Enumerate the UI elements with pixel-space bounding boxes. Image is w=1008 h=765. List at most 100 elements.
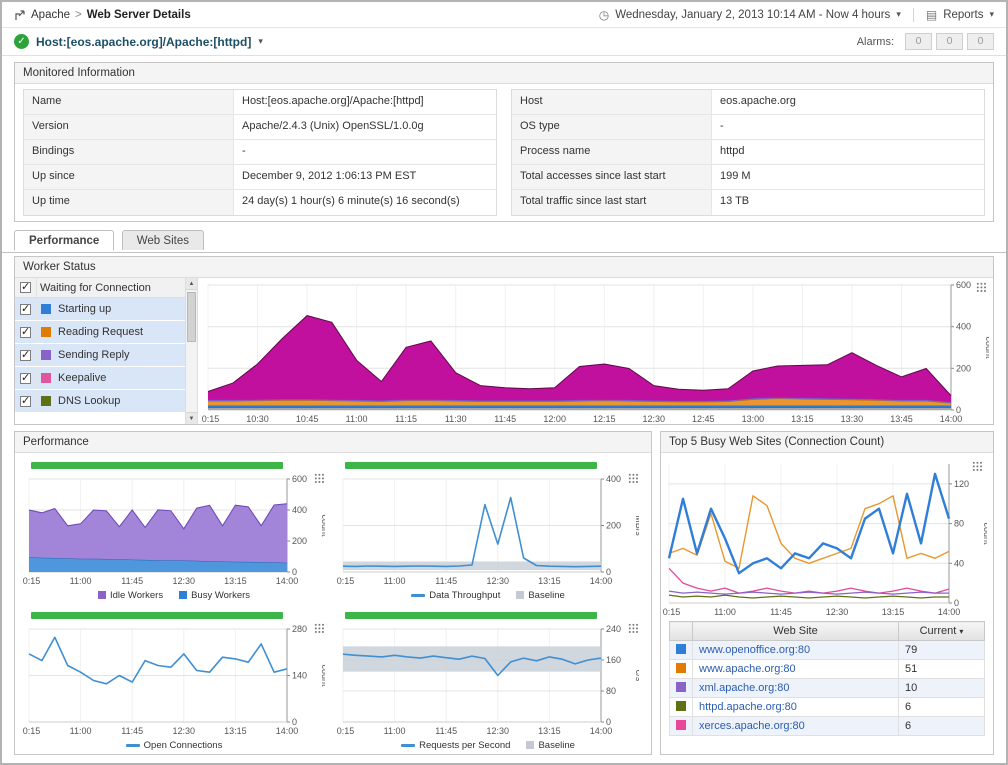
info-value: -	[234, 140, 496, 164]
scroll-up-button[interactable]: ▲	[186, 278, 197, 290]
legend-marker	[125, 743, 140, 747]
info-row: Host eos.apache.org	[512, 90, 984, 115]
worker-series-row[interactable]: DNS Lookup	[15, 390, 185, 413]
legend-marker	[411, 593, 426, 597]
chart-options-icon[interactable]	[972, 461, 983, 472]
time-range-caret-icon[interactable]: ▾	[896, 9, 901, 19]
svg-text:0: 0	[956, 405, 961, 415]
alarm-count-fatal[interactable]: 0	[967, 33, 994, 50]
svg-text:10:30: 10:30	[246, 414, 269, 424]
series-checkbox[interactable]	[20, 302, 31, 315]
site-row: xml.apache.org:80 10	[669, 678, 985, 698]
throughput-chart-legend: Data Throughput Baseline	[337, 587, 639, 603]
svg-text:12:15: 12:15	[593, 414, 616, 424]
alarm-count-warning[interactable]: 0	[905, 33, 932, 50]
topbar-right: ◷ Wednesday, January 2, 2013 10:14 AM - …	[599, 7, 994, 22]
alarms-summary: Alarms: 0 0 0	[857, 33, 994, 50]
chart-options-icon[interactable]	[314, 623, 325, 634]
svg-text:10:15: 10:15	[23, 726, 40, 736]
worker-series-row[interactable]: Keepalive	[15, 367, 185, 390]
reports-button[interactable]: Reports	[943, 8, 984, 21]
panel-title: Performance	[15, 432, 651, 453]
chart-options-icon[interactable]	[628, 473, 639, 484]
svg-text:14:00: 14:00	[940, 414, 963, 424]
svg-text:600: 600	[292, 474, 307, 484]
svg-text:240: 240	[606, 624, 621, 634]
breadcrumb: Apache > Web Server Details	[14, 9, 191, 21]
series-checkbox[interactable]	[20, 325, 31, 338]
breadcrumb-parent[interactable]: Apache	[31, 8, 71, 21]
svg-text:11:00: 11:00	[70, 726, 92, 736]
panel-title: Monitored Information	[15, 63, 993, 84]
col-web-site[interactable]: Web Site	[692, 621, 899, 641]
site-link[interactable]: xerces.apache.org:80	[699, 720, 805, 732]
svg-text:14:00: 14:00	[590, 726, 613, 736]
legend-item: Baseline	[516, 590, 565, 601]
series-color-swatch	[41, 373, 51, 383]
col-swatch	[669, 621, 693, 641]
series-checkbox[interactable]	[20, 280, 31, 293]
info-label: Total traffic since last start	[512, 190, 712, 215]
chart-options-icon[interactable]	[314, 473, 325, 484]
host-selector[interactable]: ✓ Host:[eos.apache.org]/Apache:[httpd] ▾	[14, 34, 263, 49]
legend-item: Idle Workers	[97, 590, 163, 601]
info-label: Process name	[512, 140, 712, 164]
alarms-label: Alarms:	[856, 35, 894, 48]
info-value: December 9, 2012 1:06:13 PM EST	[234, 165, 496, 189]
chart-options-icon[interactable]	[976, 282, 987, 293]
site-color-swatch	[676, 643, 686, 654]
svg-text:11:45: 11:45	[770, 607, 792, 617]
svg-text:200: 200	[956, 363, 971, 373]
series-checkbox[interactable]	[20, 371, 31, 384]
svg-text:400: 400	[956, 322, 971, 332]
list-scrollbar[interactable]: ▲ ▼	[185, 278, 197, 424]
col-current[interactable]: Current ▾	[898, 621, 985, 641]
info-row: Bindings -	[24, 140, 496, 165]
svg-text:400: 400	[292, 505, 307, 515]
sort-desc-icon: ▾	[959, 627, 964, 636]
series-checkbox[interactable]	[20, 394, 31, 407]
chart-options-icon[interactable]	[628, 623, 639, 634]
availability-bar	[31, 462, 283, 469]
legend-item: Open Connections	[125, 740, 222, 751]
svg-text:10:45: 10:45	[296, 414, 319, 424]
site-color-swatch	[676, 662, 686, 673]
series-label: Starting up	[58, 303, 112, 315]
svg-text:12:30: 12:30	[487, 726, 510, 736]
svg-text:13:15: 13:15	[224, 726, 247, 736]
scroll-down-button[interactable]: ▼	[186, 412, 197, 424]
svg-text:12:30: 12:30	[173, 726, 196, 736]
worker-series-row[interactable]: Sending Reply	[15, 344, 185, 367]
worker-series-row[interactable]: Reading Request	[15, 321, 185, 344]
tab-performance[interactable]: Performance	[14, 230, 115, 251]
availability-bar	[31, 612, 283, 619]
site-link[interactable]: xml.apache.org:80	[699, 682, 790, 694]
svg-text:160: 160	[606, 655, 621, 665]
requests-chart: 0 80 160 240 10:15 11:00 11:45 12:30 13:15 14:00 c…	[332, 624, 644, 736]
site-link[interactable]: www.apache.org:80	[699, 663, 796, 675]
svg-text:count: count	[320, 514, 325, 537]
site-current-value: 6	[898, 716, 985, 736]
svg-text:10:15: 10:15	[337, 576, 354, 586]
health-ok-icon: ✓	[14, 34, 29, 49]
series-color-swatch	[41, 304, 51, 314]
reports-caret-icon[interactable]: ▾	[989, 9, 994, 19]
series-label: Keepalive	[58, 372, 107, 384]
info-value: 199 M	[712, 165, 984, 189]
info-value: Host:[eos.apache.org]/Apache:[httpd]	[234, 90, 496, 114]
site-current-value: 6	[898, 697, 985, 717]
site-link[interactable]: www.openoffice.org:80	[699, 644, 811, 656]
svg-text:11:45: 11:45	[121, 576, 143, 586]
series-checkbox[interactable]	[20, 348, 31, 361]
time-range-selector[interactable]: Wednesday, January 2, 2013 10:14 AM - No…	[615, 8, 891, 21]
alarm-count-critical[interactable]: 0	[936, 33, 963, 50]
svg-text:13:15: 13:15	[538, 726, 561, 736]
site-row: httpd.apache.org:80 6	[669, 697, 985, 717]
tab-web-sites[interactable]: Web Sites	[121, 230, 204, 250]
table-header-row: Web Site Current ▾	[669, 621, 985, 641]
site-link[interactable]: httpd.apache.org:80	[699, 701, 797, 713]
svg-text:count: count	[984, 336, 989, 359]
worker-series-row[interactable]: Starting up	[15, 298, 185, 321]
site-row: xerces.apache.org:80 6	[669, 716, 985, 736]
scroll-thumb[interactable]	[187, 292, 196, 342]
